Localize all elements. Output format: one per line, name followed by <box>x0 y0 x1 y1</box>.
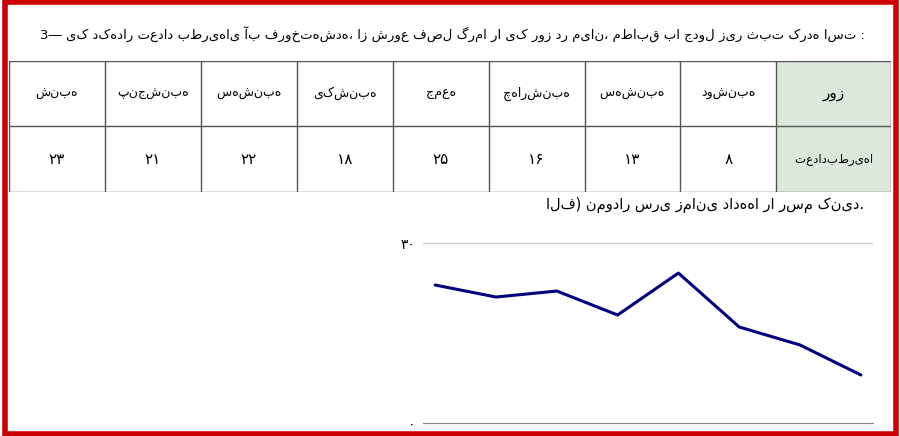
Text: ۲۱: ۲۱ <box>145 152 161 167</box>
Text: تعدادبطری‌ها: تعدادبطری‌ها <box>795 153 873 166</box>
Text: ۲۳: ۲۳ <box>49 152 65 167</box>
Text: ۱۳: ۱۳ <box>625 152 641 167</box>
Text: ۱۶: ۱۶ <box>528 152 544 167</box>
Text: ۱۸: ۱۸ <box>337 152 353 167</box>
Text: جمعه: جمعه <box>426 87 455 100</box>
Text: 3― یک دکهدار تعداد بطری‌های آب فروختهشده، از شروع فصل گرما را یک روز در میان، مط: 3― یک دکهدار تعداد بطری‌های آب فروختهشده… <box>40 27 865 43</box>
Text: روز: روز <box>823 86 845 101</box>
Text: دوشنبه: دوشنبه <box>701 87 756 100</box>
Text: سه‌شنبه: سه‌شنبه <box>217 87 281 100</box>
Bar <box>777 61 891 192</box>
Text: سه‌شنبه: سه‌شنبه <box>600 87 665 100</box>
Text: الف) نمودار سری زمانی داده‌ها را رسم کنید.: الف) نمودار سری زمانی داده‌ها را رسم کنی… <box>546 197 865 213</box>
Text: ۲۵: ۲۵ <box>433 152 449 167</box>
Text: چهارشنبه: چهارشنبه <box>503 87 570 101</box>
Text: پنجشنبه: پنجشنبه <box>117 87 189 100</box>
Text: شنبه: شنبه <box>36 87 78 100</box>
Text: یکشنبه: یکشنبه <box>313 87 376 100</box>
Text: ۲۲: ۲۲ <box>240 152 256 167</box>
Text: ۸: ۸ <box>724 152 733 167</box>
